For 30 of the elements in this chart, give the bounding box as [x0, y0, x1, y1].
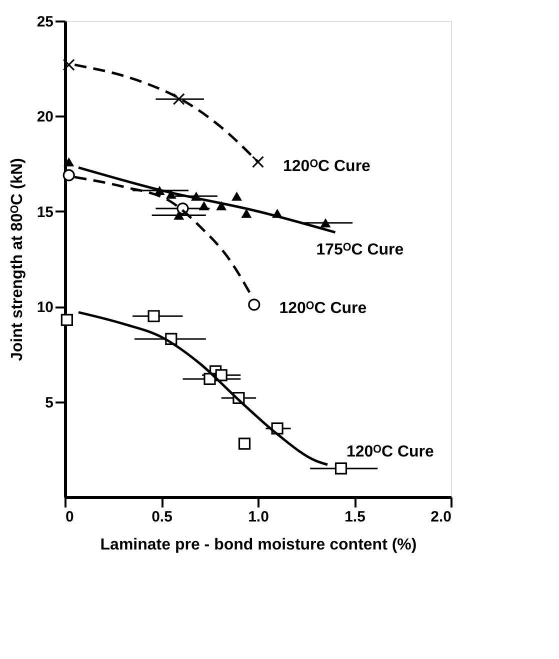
- annotation: 120ᴼC Cure: [283, 158, 371, 175]
- x-tick-label: 0: [66, 508, 74, 526]
- point: [241, 208, 252, 218]
- point: [334, 462, 348, 474]
- y-tick-label: 25: [36, 14, 54, 30]
- point: [238, 438, 251, 450]
- point: [148, 310, 160, 322]
- point: [60, 314, 73, 326]
- y-axis-title: Joint strength at 80ᴼC (kN): [8, 158, 26, 361]
- point: [62, 169, 75, 182]
- x-tick-label: 1.5: [344, 508, 366, 526]
- point: [64, 157, 74, 166]
- annotation: 175ᴼC Cure: [316, 241, 404, 258]
- annotation: 120ᴼC Cure: [346, 444, 434, 461]
- x-tick-label: 1.0: [248, 508, 269, 526]
- point: [172, 93, 185, 106]
- point: [215, 369, 228, 382]
- y-tick-label: 15: [36, 204, 54, 221]
- y-tick-label: 20: [36, 108, 54, 126]
- annotation: 120ᴼC Cure: [279, 300, 367, 318]
- point: [252, 156, 264, 168]
- y-tick-label: 10: [36, 299, 54, 316]
- x-tick-label: 0.5: [152, 508, 172, 526]
- point: [62, 58, 75, 71]
- x-axis-title: Laminate pre - bond moisture content (%): [100, 536, 417, 554]
- x-tick-label: 2.0: [430, 508, 452, 526]
- point: [320, 218, 331, 228]
- y-tick-label: 5: [45, 394, 54, 412]
- point: [232, 192, 242, 201]
- point: [248, 298, 260, 311]
